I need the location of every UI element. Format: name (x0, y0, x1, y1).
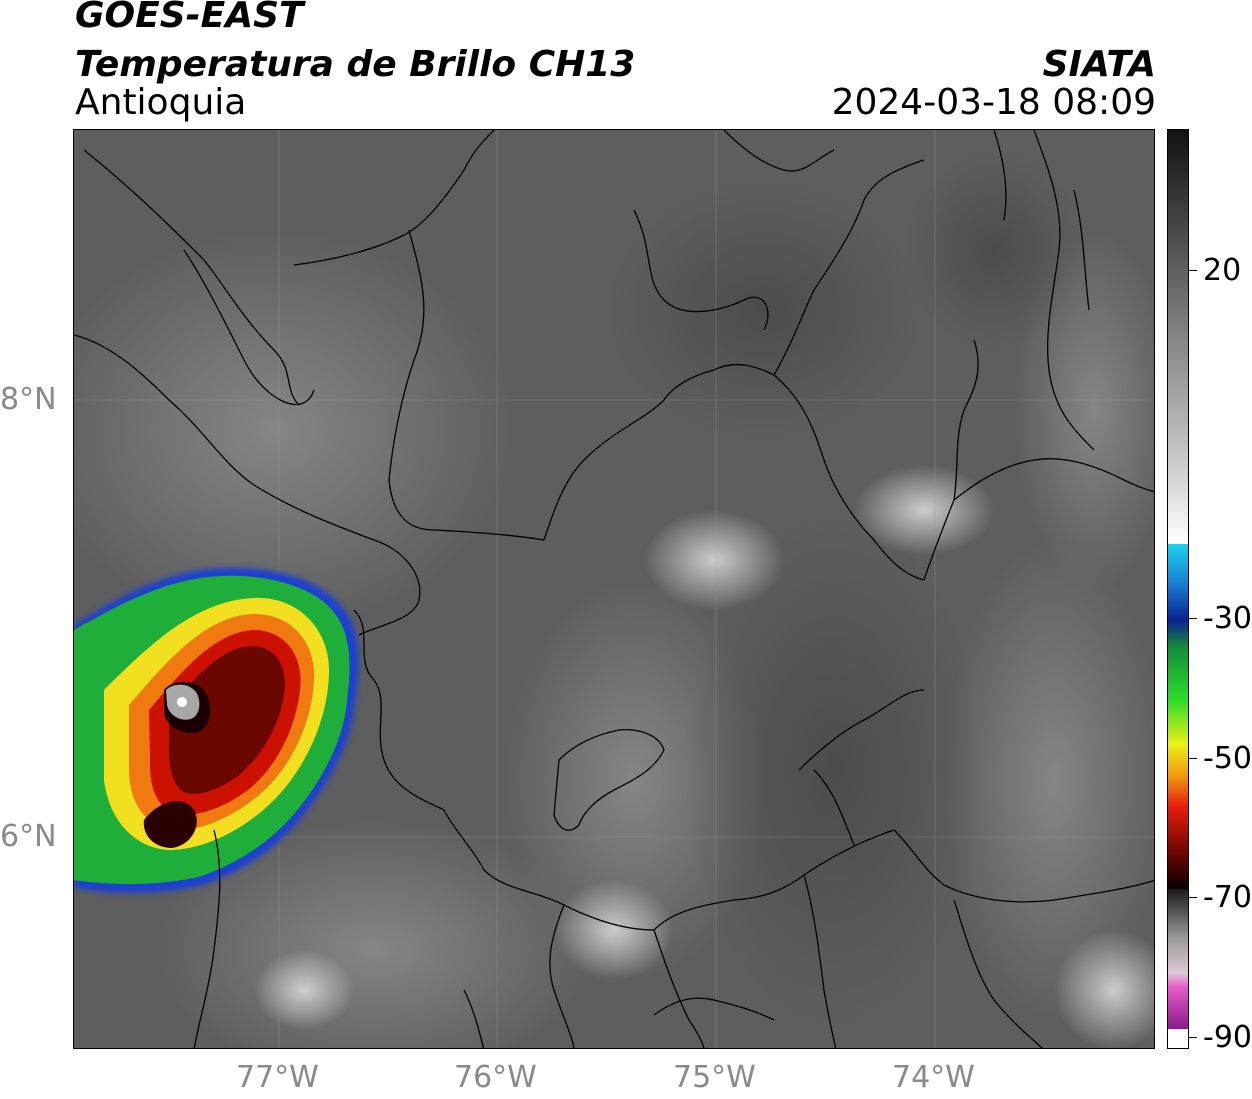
lon-label-77w: 77°W (236, 1060, 319, 1095)
colorbar (1167, 129, 1189, 1049)
colorbar-label: 20 (1203, 253, 1242, 288)
organization-label: SIATA (1042, 44, 1156, 85)
clear-region (684, 510, 984, 1030)
cold-cloud-patch (1054, 930, 1154, 1048)
colorbar-label: -30 (1203, 601, 1252, 636)
map-image (74, 130, 1154, 1048)
colorbar-tick (1189, 897, 1197, 898)
cloud-region (74, 230, 514, 630)
colorbar-tick (1189, 758, 1197, 759)
colorbar-tick (1189, 1037, 1197, 1038)
clear-region (904, 150, 1084, 350)
clear-region (604, 180, 924, 440)
timestamp-label: 2024-03-18 08:09 (831, 82, 1156, 123)
colorbar-label: -90 (1203, 1020, 1252, 1055)
lat-label-6n: 6°N (0, 819, 57, 854)
colorbar-label: -50 (1203, 741, 1252, 776)
satellite-map (73, 129, 1155, 1049)
lon-label-76w: 76°W (454, 1060, 537, 1095)
boundaries (74, 130, 1154, 1048)
cold-cloud-patch (854, 465, 994, 555)
region-label: Antioquia (75, 82, 247, 123)
cold-cloud-patch (254, 950, 354, 1030)
cold-cloud-patch (554, 880, 674, 980)
lat-label-8n: 8°N (0, 382, 57, 417)
colorbar-label: -70 (1203, 880, 1252, 915)
lon-label-75w: 75°W (673, 1060, 756, 1095)
convective-storm (74, 567, 359, 893)
lon-label-74w: 74°W (892, 1060, 975, 1095)
colorbar-tick (1189, 270, 1197, 271)
variable-title: Temperatura de Brillo CH13 (75, 44, 636, 85)
cold-cloud-patch (644, 510, 784, 610)
colorbar-tick (1189, 618, 1197, 619)
product-title: GOES-EAST (75, 0, 304, 36)
